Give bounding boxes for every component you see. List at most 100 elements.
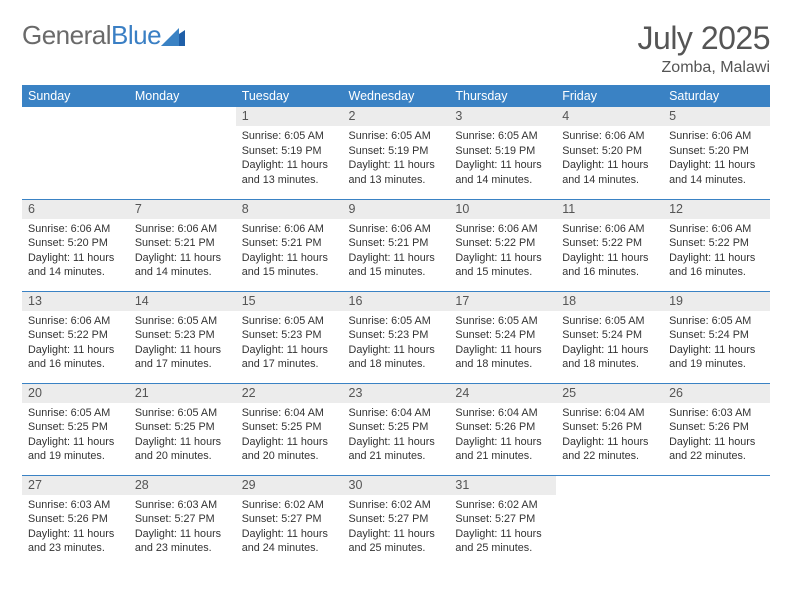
calendar-cell: 5Sunrise: 6:06 AMSunset: 5:20 PMDaylight… [663,107,770,199]
day-content: Sunrise: 6:06 AMSunset: 5:22 PMDaylight:… [449,219,556,286]
day-content: Sunrise: 6:06 AMSunset: 5:21 PMDaylight:… [343,219,450,286]
calendar-head: SundayMondayTuesdayWednesdayThursdayFrid… [22,85,770,107]
day-number: 21 [129,384,236,403]
brand-name: GeneralBlue [22,20,161,51]
calendar-cell: 25Sunrise: 6:04 AMSunset: 5:26 PMDayligh… [556,383,663,475]
calendar-row: 20Sunrise: 6:05 AMSunset: 5:25 PMDayligh… [22,383,770,475]
day-content: Sunrise: 6:05 AMSunset: 5:24 PMDaylight:… [663,311,770,378]
calendar-cell: 27Sunrise: 6:03 AMSunset: 5:26 PMDayligh… [22,475,129,567]
brand-triangle-icon [161,26,185,46]
page-header: GeneralBlue July 2025 Zomba, Malawi [22,20,770,77]
day-content: Sunrise: 6:05 AMSunset: 5:25 PMDaylight:… [22,403,129,470]
day-number: 9 [343,200,450,219]
day-number: 20 [22,384,129,403]
day-number: 4 [556,107,663,126]
calendar-cell: 4Sunrise: 6:06 AMSunset: 5:20 PMDaylight… [556,107,663,199]
day-content: Sunrise: 6:04 AMSunset: 5:26 PMDaylight:… [556,403,663,470]
weekday-header: Friday [556,85,663,107]
day-number: 26 [663,384,770,403]
calendar-cell: 9Sunrise: 6:06 AMSunset: 5:21 PMDaylight… [343,199,450,291]
weekday-header: Tuesday [236,85,343,107]
calendar-row: 27Sunrise: 6:03 AMSunset: 5:26 PMDayligh… [22,475,770,567]
calendar-cell: 20Sunrise: 6:05 AMSunset: 5:25 PMDayligh… [22,383,129,475]
day-content: Sunrise: 6:04 AMSunset: 5:25 PMDaylight:… [236,403,343,470]
day-content: Sunrise: 6:05 AMSunset: 5:19 PMDaylight:… [449,126,556,193]
calendar-cell [556,475,663,567]
day-number: 27 [22,476,129,495]
calendar-row: 13Sunrise: 6:06 AMSunset: 5:22 PMDayligh… [22,291,770,383]
calendar-cell: 11Sunrise: 6:06 AMSunset: 5:22 PMDayligh… [556,199,663,291]
day-content: Sunrise: 6:06 AMSunset: 5:20 PMDaylight:… [663,126,770,193]
day-number: 12 [663,200,770,219]
day-number: 30 [343,476,450,495]
day-number: 1 [236,107,343,126]
day-number: 6 [22,200,129,219]
calendar-cell: 21Sunrise: 6:05 AMSunset: 5:25 PMDayligh… [129,383,236,475]
calendar-cell: 15Sunrise: 6:05 AMSunset: 5:23 PMDayligh… [236,291,343,383]
calendar-cell: 2Sunrise: 6:05 AMSunset: 5:19 PMDaylight… [343,107,450,199]
day-content: Sunrise: 6:06 AMSunset: 5:20 PMDaylight:… [22,219,129,286]
day-number: 2 [343,107,450,126]
calendar-cell: 8Sunrise: 6:06 AMSunset: 5:21 PMDaylight… [236,199,343,291]
day-number: 23 [343,384,450,403]
day-content: Sunrise: 6:03 AMSunset: 5:26 PMDaylight:… [22,495,129,562]
day-content: Sunrise: 6:06 AMSunset: 5:22 PMDaylight:… [556,219,663,286]
day-number: 10 [449,200,556,219]
location-label: Zomba, Malawi [638,59,770,77]
calendar-table: SundayMondayTuesdayWednesdayThursdayFrid… [22,85,770,567]
weekday-row: SundayMondayTuesdayWednesdayThursdayFrid… [22,85,770,107]
calendar-cell: 17Sunrise: 6:05 AMSunset: 5:24 PMDayligh… [449,291,556,383]
day-number: 14 [129,292,236,311]
brand-name-blue: Blue [111,20,161,50]
day-content: Sunrise: 6:03 AMSunset: 5:27 PMDaylight:… [129,495,236,562]
calendar-cell: 14Sunrise: 6:05 AMSunset: 5:23 PMDayligh… [129,291,236,383]
calendar-cell: 19Sunrise: 6:05 AMSunset: 5:24 PMDayligh… [663,291,770,383]
calendar-cell: 22Sunrise: 6:04 AMSunset: 5:25 PMDayligh… [236,383,343,475]
calendar-row: 1Sunrise: 6:05 AMSunset: 5:19 PMDaylight… [22,107,770,199]
day-content: Sunrise: 6:05 AMSunset: 5:24 PMDaylight:… [556,311,663,378]
day-number: 5 [663,107,770,126]
calendar-cell: 7Sunrise: 6:06 AMSunset: 5:21 PMDaylight… [129,199,236,291]
day-content: Sunrise: 6:05 AMSunset: 5:23 PMDaylight:… [343,311,450,378]
day-content: Sunrise: 6:02 AMSunset: 5:27 PMDaylight:… [236,495,343,562]
day-number: 8 [236,200,343,219]
weekday-header: Sunday [22,85,129,107]
calendar-cell: 3Sunrise: 6:05 AMSunset: 5:19 PMDaylight… [449,107,556,199]
day-number: 7 [129,200,236,219]
calendar-cell: 13Sunrise: 6:06 AMSunset: 5:22 PMDayligh… [22,291,129,383]
day-number: 31 [449,476,556,495]
day-content: Sunrise: 6:05 AMSunset: 5:24 PMDaylight:… [449,311,556,378]
calendar-cell: 1Sunrise: 6:05 AMSunset: 5:19 PMDaylight… [236,107,343,199]
day-content: Sunrise: 6:05 AMSunset: 5:25 PMDaylight:… [129,403,236,470]
calendar-cell: 12Sunrise: 6:06 AMSunset: 5:22 PMDayligh… [663,199,770,291]
calendar-body: 1Sunrise: 6:05 AMSunset: 5:19 PMDaylight… [22,107,770,567]
day-number: 15 [236,292,343,311]
day-content: Sunrise: 6:06 AMSunset: 5:21 PMDaylight:… [129,219,236,286]
title-block: July 2025 Zomba, Malawi [638,20,770,77]
calendar-cell: 10Sunrise: 6:06 AMSunset: 5:22 PMDayligh… [449,199,556,291]
day-content: Sunrise: 6:05 AMSunset: 5:19 PMDaylight:… [343,126,450,193]
day-content: Sunrise: 6:06 AMSunset: 5:21 PMDaylight:… [236,219,343,286]
calendar-cell: 28Sunrise: 6:03 AMSunset: 5:27 PMDayligh… [129,475,236,567]
calendar-cell: 26Sunrise: 6:03 AMSunset: 5:26 PMDayligh… [663,383,770,475]
weekday-header: Wednesday [343,85,450,107]
calendar-cell [663,475,770,567]
calendar-cell [129,107,236,199]
calendar-row: 6Sunrise: 6:06 AMSunset: 5:20 PMDaylight… [22,199,770,291]
day-number: 13 [22,292,129,311]
day-content: Sunrise: 6:05 AMSunset: 5:23 PMDaylight:… [129,311,236,378]
calendar-cell: 24Sunrise: 6:04 AMSunset: 5:26 PMDayligh… [449,383,556,475]
day-number: 18 [556,292,663,311]
calendar-cell [22,107,129,199]
day-content: Sunrise: 6:06 AMSunset: 5:22 PMDaylight:… [663,219,770,286]
day-number: 17 [449,292,556,311]
day-content: Sunrise: 6:02 AMSunset: 5:27 PMDaylight:… [343,495,450,562]
day-content: Sunrise: 6:02 AMSunset: 5:27 PMDaylight:… [449,495,556,562]
day-number: 29 [236,476,343,495]
day-content: Sunrise: 6:04 AMSunset: 5:26 PMDaylight:… [449,403,556,470]
calendar-cell: 23Sunrise: 6:04 AMSunset: 5:25 PMDayligh… [343,383,450,475]
brand-name-gray: General [22,20,111,50]
calendar-cell: 6Sunrise: 6:06 AMSunset: 5:20 PMDaylight… [22,199,129,291]
calendar-cell: 29Sunrise: 6:02 AMSunset: 5:27 PMDayligh… [236,475,343,567]
day-number: 22 [236,384,343,403]
